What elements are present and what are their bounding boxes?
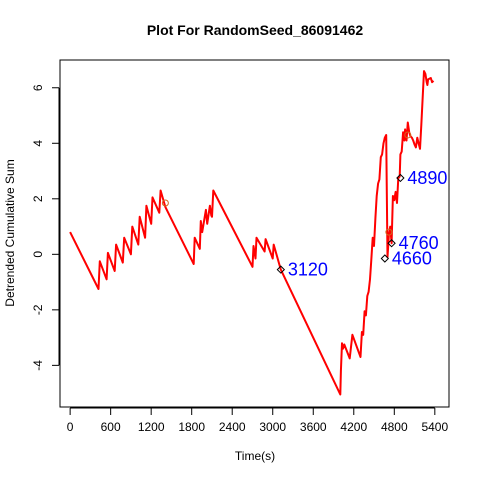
y-axis-label: Detrended Cumulative Sum bbox=[3, 159, 17, 306]
y-tick-label: 4 bbox=[31, 140, 45, 147]
x-tick-label: 3600 bbox=[300, 420, 327, 434]
x-tick-label: 3000 bbox=[259, 420, 286, 434]
series-group bbox=[69, 70, 435, 396]
x-tick-label: 5400 bbox=[421, 420, 448, 434]
marker-diamond bbox=[396, 173, 405, 183]
x-tick-label: 0 bbox=[67, 420, 74, 434]
y-tick-label: -2 bbox=[31, 304, 45, 315]
marker-diamond bbox=[276, 265, 286, 274]
chart-title: Plot For RandomSeed_86091462 bbox=[147, 22, 364, 38]
series-line bbox=[69, 70, 435, 396]
marker-circle bbox=[404, 131, 412, 139]
plot-frame bbox=[59, 59, 450, 408]
x-tick-label: 4800 bbox=[381, 420, 408, 434]
marker-circle bbox=[385, 228, 393, 236]
y-tick-label: 6 bbox=[31, 84, 45, 91]
annotation-label: 3120 bbox=[288, 260, 328, 280]
marker-diamond bbox=[380, 254, 390, 263]
annotation-label: 4890 bbox=[407, 168, 447, 188]
x-tick-label: 4200 bbox=[340, 420, 367, 434]
y-tick-label: -4 bbox=[31, 360, 45, 371]
annotation-label: 4760 bbox=[399, 233, 439, 253]
x-tick-label: 1800 bbox=[178, 420, 205, 434]
x-axis: 0 600 1200 1800 2400 3000 3600 4200 4800 5400 bbox=[67, 407, 448, 434]
x-tick-label: 1200 bbox=[138, 420, 165, 434]
y-tick-label: 2 bbox=[31, 195, 45, 202]
y-axis: -4 -2 0 2 4 6 bbox=[31, 84, 60, 371]
x-tick-label: 2400 bbox=[219, 420, 246, 434]
marker-circle bbox=[161, 199, 169, 207]
annotation-label: 4660 bbox=[392, 248, 432, 268]
marker-diamond bbox=[387, 239, 396, 248]
y-tick-label: 0 bbox=[31, 251, 45, 258]
x-axis-label: Time(s) bbox=[235, 449, 275, 463]
x-tick-label: 600 bbox=[101, 420, 121, 434]
